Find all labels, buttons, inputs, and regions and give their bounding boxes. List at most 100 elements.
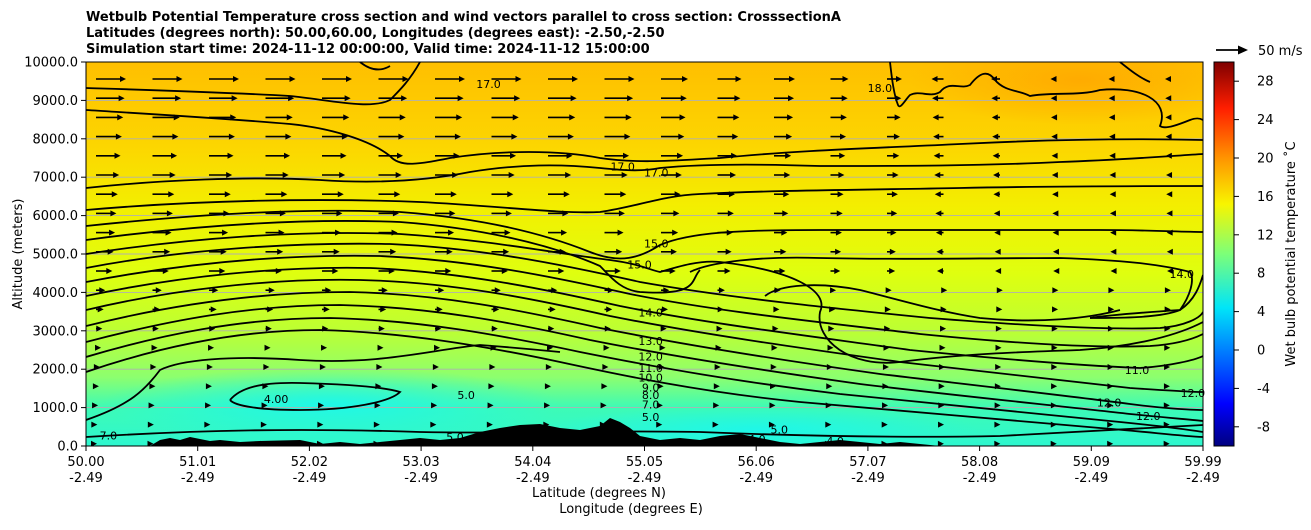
wind-vector [1107,402,1114,409]
wind-vector [322,210,343,217]
wind-vector [152,191,175,198]
wind-vector [378,172,402,178]
y-tick-label: 10000.0 [24,56,78,71]
wind-vector [548,133,574,140]
wind-vector [435,152,460,159]
wind-vector [661,229,679,236]
colorbar-tick-label: 0 [1257,344,1265,359]
wind-vector [205,383,212,390]
wind-vector [933,133,944,140]
wind-vector [656,421,663,428]
x-tick-label-lon: -2.49 [1186,471,1220,486]
wind-vector [1050,402,1057,409]
wind-vector [96,268,113,274]
wind-vector [604,172,628,178]
x-tick-label-lon: -2.49 [404,471,438,486]
wind-vector [322,76,352,82]
wind-vector [1108,287,1115,294]
wind-vector [322,248,340,255]
wind-vector [774,191,790,198]
wind-vector [992,152,1000,159]
wind-vector [885,287,892,294]
wind-vector [264,344,271,351]
wind-vector [487,402,494,409]
wind-vector [887,229,897,236]
x-tick-label-lat: 59.09 [1073,455,1110,470]
wind-vector [993,172,1000,178]
wind-vector [882,364,889,370]
wind-vector [887,95,902,102]
wind-vector [1052,248,1059,255]
wind-vector [435,210,456,217]
wind-vector [1165,95,1172,102]
wind-vector [1107,440,1114,446]
wind-vector [548,152,573,159]
wind-vector [1110,268,1117,274]
wind-vector [994,402,1001,409]
wind-vector [378,210,399,217]
wind-vector [434,344,441,351]
wind-vector [887,210,898,217]
wind-vector [152,152,178,159]
wind-vector [995,325,1002,332]
wind-vector [435,191,457,198]
chart-title: Wetbulb Potential Temperature cross sect… [86,10,841,57]
wind-vector [661,287,670,294]
contour-label: 9.0 [642,381,660,394]
wind-vector [265,172,289,178]
wind-vector [1164,287,1171,294]
title-line-3: Simulation start time: 2024-11-12 00:00:… [86,42,650,57]
wind-vector [717,210,734,217]
x-tick-label-lat: 57.07 [849,455,886,470]
wind-vector [717,76,742,82]
wind-vector [209,306,217,313]
wind-vector [1050,421,1057,428]
x-tick-label-lat: 51.01 [179,455,216,470]
quiver-key: 50 m/s [1216,44,1303,59]
wind-vector [260,421,267,428]
colorbar-tick-label: 20 [1257,152,1274,167]
wind-vector [547,344,554,351]
contour-label: 12.0 [638,351,663,364]
wind-vector [1109,210,1116,217]
wind-vector [322,152,347,159]
wind-vector [604,114,632,121]
wind-vector [659,344,666,351]
wind-vector [1050,95,1057,102]
wind-vector [265,133,292,140]
wind-vector [322,306,330,313]
wind-vector [935,229,944,236]
wind-vector [96,210,117,217]
wind-vector [1164,325,1171,332]
wind-vector [322,191,344,198]
wind-vector [435,325,442,332]
wind-vector [322,114,350,121]
wind-vector [209,268,226,274]
wind-vector [993,210,1000,217]
wind-vector [1163,402,1170,409]
wind-vector [431,402,438,409]
colorbar-tick-label: 28 [1257,75,1274,90]
colorbar-tick-label: 4 [1257,305,1265,320]
wind-vector [887,76,902,82]
wind-vector [322,268,339,274]
wind-vector [491,76,522,82]
colorbar-tick-label: 16 [1257,190,1274,205]
wind-vector [887,268,896,274]
wind-vector [717,114,740,121]
wind-vector [1164,364,1171,370]
wind-vector [265,325,272,332]
wind-vector [96,114,124,121]
wind-vector [830,191,844,198]
wind-vector [604,306,613,313]
wind-vector [1051,114,1058,121]
wind-vector [939,344,946,351]
colorbar-tick-label: 8 [1257,267,1265,282]
wind-vector [1052,287,1059,294]
wind-vector [604,95,634,102]
x-tick-label-lon: -2.49 [293,471,327,486]
wind-vector [435,76,465,82]
contour-label: 14.0 [638,306,663,319]
contour-label: 4.0 [826,435,844,448]
wind-vector [548,95,577,102]
